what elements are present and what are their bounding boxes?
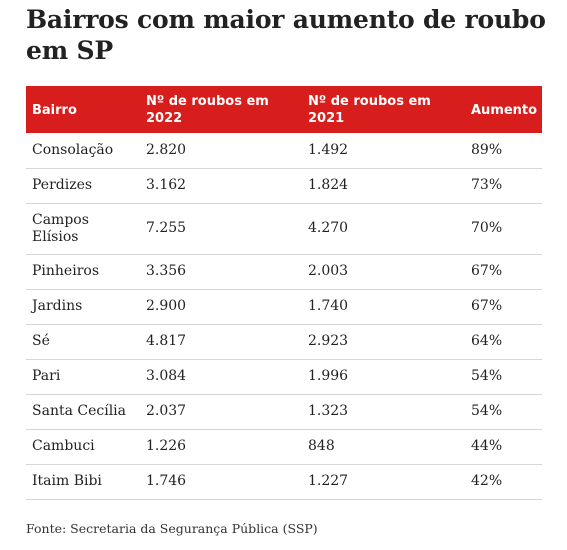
cell-roubos-2022: 2.900 <box>140 289 302 325</box>
source-note: Fonte: Secretaria da Segurança Pública (… <box>26 521 318 536</box>
cell-roubos-2022: 7.255 <box>140 203 302 255</box>
cell-roubos-2022: 3.084 <box>140 359 302 395</box>
table-header: Bairro Nº de roubos em 2022 Nº de roubos… <box>26 86 542 133</box>
table-body: Consolação 2.820 1.492 89% Perdizes 3.16… <box>26 133 542 500</box>
cell-roubos-2022: 2.820 <box>140 133 302 169</box>
data-table: Bairro Nº de roubos em 2022 Nº de roubos… <box>26 86 542 500</box>
table-row: Jardins 2.900 1.740 67% <box>26 289 542 325</box>
data-table-container: Bairro Nº de roubos em 2022 Nº de roubos… <box>26 86 542 500</box>
cell-bairro: Pari <box>26 359 140 395</box>
cell-roubos-2021: 1.323 <box>302 394 465 430</box>
table-row: Pinheiros 3.356 2.003 67% <box>26 254 542 290</box>
table-row: Sé 4.817 2.923 64% <box>26 324 542 360</box>
cell-roubos-2021: 1.996 <box>302 359 465 395</box>
column-header-roubos-2021: Nº de roubos em 2021 <box>302 86 465 133</box>
cell-aumento: 64% <box>465 324 542 360</box>
cell-aumento: 67% <box>465 254 542 290</box>
cell-roubos-2021: 2.923 <box>302 324 465 360</box>
table-row: Consolação 2.820 1.492 89% <box>26 133 542 169</box>
cell-bairro: Jardins <box>26 289 140 325</box>
cell-aumento: 54% <box>465 359 542 395</box>
table-row: Campos Elísios 7.255 4.270 70% <box>26 203 542 255</box>
cell-bairro: Consolação <box>26 133 140 169</box>
cell-aumento: 67% <box>465 289 542 325</box>
column-header-aumento: Aumento <box>465 86 542 133</box>
cell-roubos-2022: 1.226 <box>140 429 302 465</box>
cell-roubos-2022: 3.162 <box>140 168 302 204</box>
cell-roubos-2022: 1.746 <box>140 464 302 500</box>
cell-aumento: 73% <box>465 168 542 204</box>
column-header-roubos-2022: Nº de roubos em 2022 <box>140 86 302 133</box>
table-row: Cambuci 1.226 848 44% <box>26 429 542 465</box>
column-header-bairro: Bairro <box>26 86 140 133</box>
cell-roubos-2021: 1.227 <box>302 464 465 500</box>
cell-roubos-2022: 4.817 <box>140 324 302 360</box>
cell-aumento: 70% <box>465 203 542 255</box>
cell-aumento: 42% <box>465 464 542 500</box>
table-row: Santa Cecília 2.037 1.323 54% <box>26 394 542 430</box>
table-row: Perdizes 3.162 1.824 73% <box>26 168 542 204</box>
cell-bairro: Pinheiros <box>26 254 140 290</box>
cell-bairro: Santa Cecília <box>26 394 140 430</box>
cell-bairro: Itaim Bibi <box>26 464 140 500</box>
cell-roubos-2021: 1.740 <box>302 289 465 325</box>
header-row: Bairro Nº de roubos em 2022 Nº de roubos… <box>26 86 542 133</box>
table-row: Itaim Bibi 1.746 1.227 42% <box>26 464 542 500</box>
cell-roubos-2022: 3.356 <box>140 254 302 290</box>
cell-bairro: Perdizes <box>26 168 140 204</box>
cell-bairro: Cambuci <box>26 429 140 465</box>
cell-aumento: 89% <box>465 133 542 169</box>
cell-roubos-2021: 4.270 <box>302 203 465 255</box>
cell-roubos-2021: 1.492 <box>302 133 465 169</box>
page-title: Bairros com maior aumento de roubo em SP <box>26 5 546 65</box>
cell-bairro: Campos Elísios <box>26 203 140 255</box>
cell-roubos-2021: 1.824 <box>302 168 465 204</box>
cell-aumento: 44% <box>465 429 542 465</box>
cell-roubos-2021: 2.003 <box>302 254 465 290</box>
cell-aumento: 54% <box>465 394 542 430</box>
table-row: Pari 3.084 1.996 54% <box>26 359 542 395</box>
cell-roubos-2022: 2.037 <box>140 394 302 430</box>
cell-roubos-2021: 848 <box>302 429 465 465</box>
cell-bairro: Sé <box>26 324 140 360</box>
